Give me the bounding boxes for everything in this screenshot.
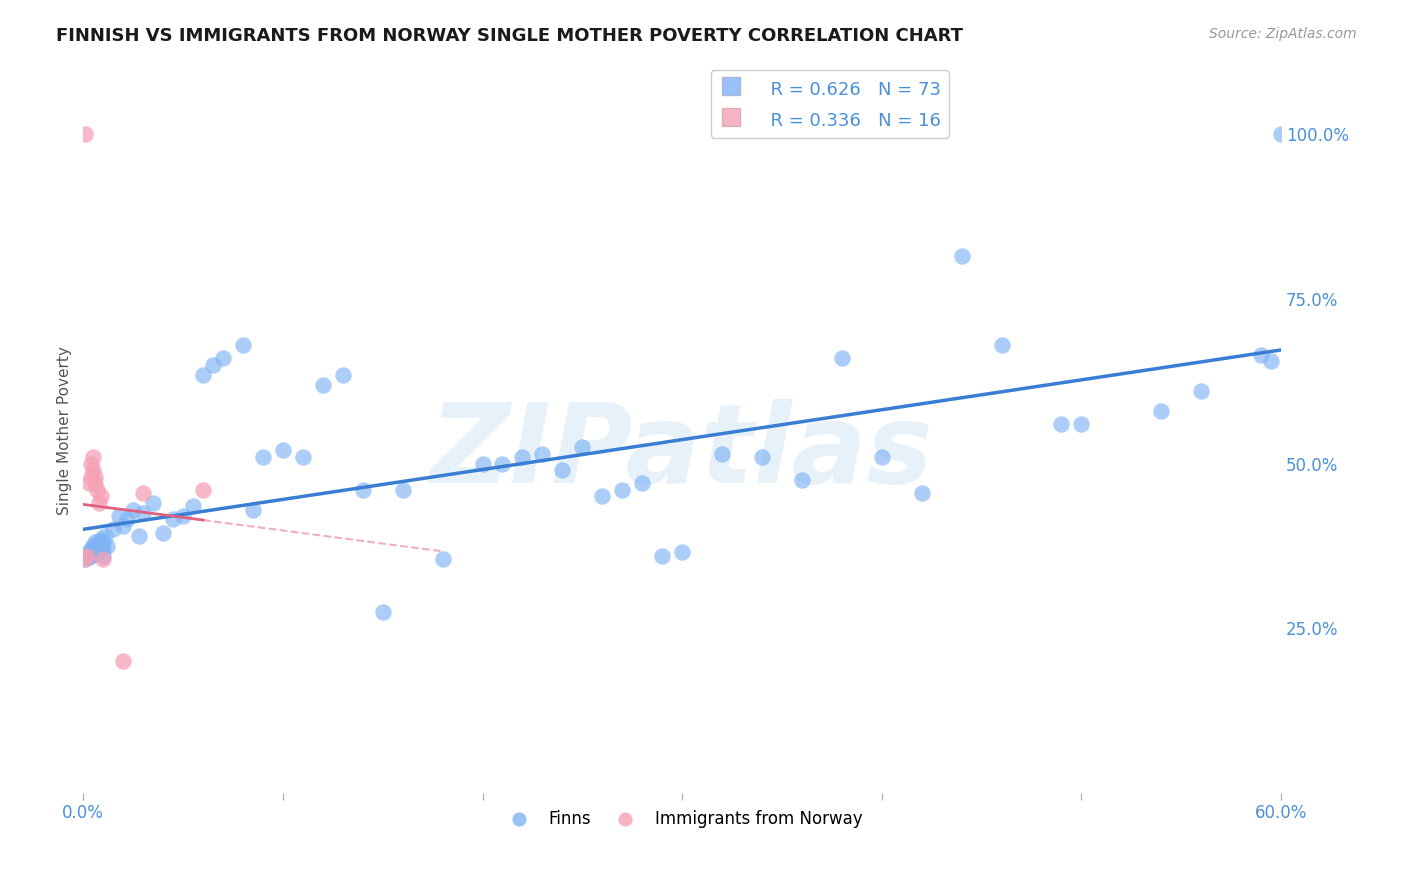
Point [142, 496, 165, 510]
Point [432, 552, 454, 566]
Point [391, 483, 413, 497]
Point [77, 549, 100, 564]
Point [86, 539, 108, 553]
Point [112, 654, 135, 668]
Point [96, 539, 118, 553]
Point [471, 457, 494, 471]
Point [84, 542, 107, 557]
Point [181, 500, 204, 514]
Point [115, 512, 138, 526]
Point [1270, 128, 1292, 142]
Point [631, 476, 654, 491]
Point [89, 496, 111, 510]
Point [1050, 417, 1073, 431]
Point [86, 545, 108, 559]
Point [86, 483, 108, 497]
Point [94, 529, 117, 543]
Point [128, 529, 150, 543]
Point [82, 463, 104, 477]
Point [132, 506, 155, 520]
Text: ZIPatlas: ZIPatlas [430, 399, 934, 506]
Point [108, 509, 131, 524]
Point [990, 338, 1012, 352]
Point [571, 440, 593, 454]
Point [1250, 348, 1272, 362]
Point [77, 545, 100, 559]
Point [911, 486, 934, 500]
Point [77, 476, 100, 491]
Point [84, 469, 107, 483]
Point [91, 542, 114, 557]
Point [80, 457, 103, 471]
Point [202, 358, 225, 372]
Point [90, 532, 112, 546]
Point [252, 450, 274, 464]
Point [291, 450, 314, 464]
Point [531, 447, 554, 461]
Point [75, 552, 97, 566]
Point [91, 535, 114, 549]
Point [651, 549, 673, 563]
Point [870, 450, 893, 464]
Point [80, 542, 103, 557]
Point [491, 457, 513, 471]
Point [84, 535, 107, 549]
Point [75, 552, 97, 566]
Point [90, 539, 112, 553]
Point [75, 128, 97, 142]
Point [152, 525, 174, 540]
Point [103, 522, 125, 536]
Point [132, 486, 155, 500]
Point [162, 512, 184, 526]
Point [352, 483, 374, 497]
Point [80, 549, 103, 563]
Text: FINNISH VS IMMIGRANTS FROM NORWAY SINGLE MOTHER POVERTY CORRELATION CHART: FINNISH VS IMMIGRANTS FROM NORWAY SINGLE… [56, 27, 963, 45]
Point [1070, 417, 1092, 431]
Y-axis label: Single Mother Poverty: Single Mother Poverty [58, 346, 72, 515]
Point [76, 549, 98, 563]
Point [1150, 404, 1173, 418]
Point [89, 535, 111, 549]
Point [172, 509, 194, 524]
Text: Source: ZipAtlas.com: Source: ZipAtlas.com [1209, 27, 1357, 41]
Point [312, 377, 335, 392]
Point [91, 552, 114, 566]
Point [551, 463, 574, 477]
Point [512, 450, 534, 464]
Point [90, 490, 112, 504]
Point [591, 490, 613, 504]
Point [232, 338, 254, 352]
Point [89, 542, 111, 557]
Point [671, 545, 693, 559]
Point [371, 605, 394, 619]
Point [82, 539, 104, 553]
Point [711, 447, 734, 461]
Point [790, 473, 813, 487]
Point [191, 368, 214, 382]
Point [271, 443, 294, 458]
Point [91, 549, 114, 563]
Point [82, 450, 104, 464]
Point [122, 502, 145, 516]
Legend: Finns, Immigrants from Norway: Finns, Immigrants from Norway [495, 804, 869, 835]
Point [612, 483, 634, 497]
Point [1189, 384, 1212, 398]
Point [831, 351, 853, 366]
Point [191, 483, 214, 497]
Point [212, 351, 235, 366]
Point [82, 547, 104, 561]
Point [751, 450, 773, 464]
Point [950, 249, 973, 263]
Point [76, 549, 98, 563]
Point [332, 368, 354, 382]
Point [112, 519, 135, 533]
Point [1260, 354, 1282, 368]
Point [80, 469, 103, 483]
Point [242, 502, 264, 516]
Point [84, 476, 107, 491]
